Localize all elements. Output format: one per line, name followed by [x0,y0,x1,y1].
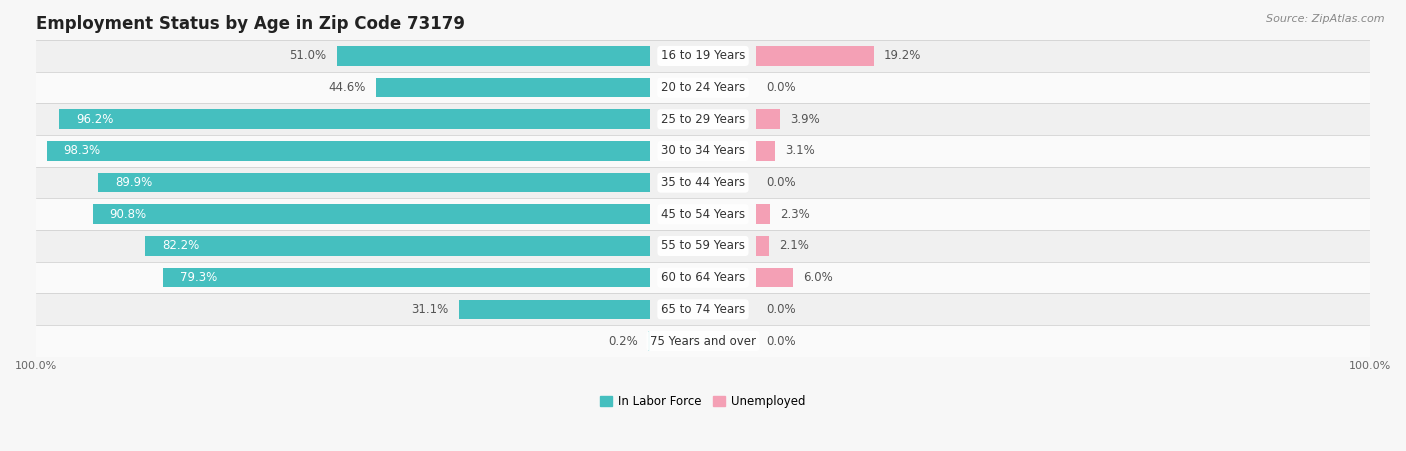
Bar [37,294,1369,325]
Bar [37,103,1369,135]
Text: 0.0%: 0.0% [766,335,796,348]
Text: 0.0%: 0.0% [766,81,796,94]
Bar [37,135,1369,167]
Bar [37,230,1369,262]
Text: 89.9%: 89.9% [115,176,152,189]
Text: Source: ZipAtlas.com: Source: ZipAtlas.com [1267,14,1385,23]
Text: 98.3%: 98.3% [63,144,100,157]
Text: 90.8%: 90.8% [110,208,146,221]
Text: 20 to 24 Years: 20 to 24 Years [661,81,745,94]
Text: 75 Years and over: 75 Years and over [650,335,756,348]
Bar [98,173,650,193]
Bar [46,141,650,161]
Text: 30 to 34 Years: 30 to 34 Years [661,144,745,157]
Text: Employment Status by Age in Zip Code 73179: Employment Status by Age in Zip Code 731… [37,15,465,33]
Bar [163,268,650,287]
Text: 0.2%: 0.2% [609,335,638,348]
Bar [37,167,1369,198]
Text: 55 to 59 Years: 55 to 59 Years [661,239,745,253]
Bar [37,325,1369,357]
Bar [756,110,780,129]
Bar [756,268,793,287]
Text: 51.0%: 51.0% [290,50,326,62]
Bar [756,46,875,66]
Text: 96.2%: 96.2% [76,113,114,126]
Text: 2.3%: 2.3% [780,208,810,221]
Bar [458,299,650,319]
Text: 6.0%: 6.0% [803,271,832,284]
Bar [145,236,650,256]
Bar [756,204,770,224]
Text: 60 to 64 Years: 60 to 64 Years [661,271,745,284]
Text: 25 to 29 Years: 25 to 29 Years [661,113,745,126]
Text: 0.0%: 0.0% [766,176,796,189]
Bar [59,110,650,129]
Bar [93,204,650,224]
Text: 3.9%: 3.9% [790,113,820,126]
Bar [375,78,650,97]
Text: 31.1%: 31.1% [412,303,449,316]
Bar [37,72,1369,103]
Bar [337,46,650,66]
Text: 0.0%: 0.0% [766,303,796,316]
Text: 35 to 44 Years: 35 to 44 Years [661,176,745,189]
Text: 19.2%: 19.2% [884,50,921,62]
Bar [756,141,775,161]
Bar [37,40,1369,72]
Text: 3.1%: 3.1% [786,144,815,157]
Text: 45 to 54 Years: 45 to 54 Years [661,208,745,221]
Text: 16 to 19 Years: 16 to 19 Years [661,50,745,62]
Text: 82.2%: 82.2% [162,239,200,253]
Text: 44.6%: 44.6% [329,81,366,94]
Text: 65 to 74 Years: 65 to 74 Years [661,303,745,316]
Bar [37,262,1369,294]
Bar [756,236,769,256]
Text: 2.1%: 2.1% [779,239,808,253]
Legend: In Labor Force, Unemployed: In Labor Force, Unemployed [600,395,806,408]
Bar [37,198,1369,230]
Text: 79.3%: 79.3% [180,271,217,284]
